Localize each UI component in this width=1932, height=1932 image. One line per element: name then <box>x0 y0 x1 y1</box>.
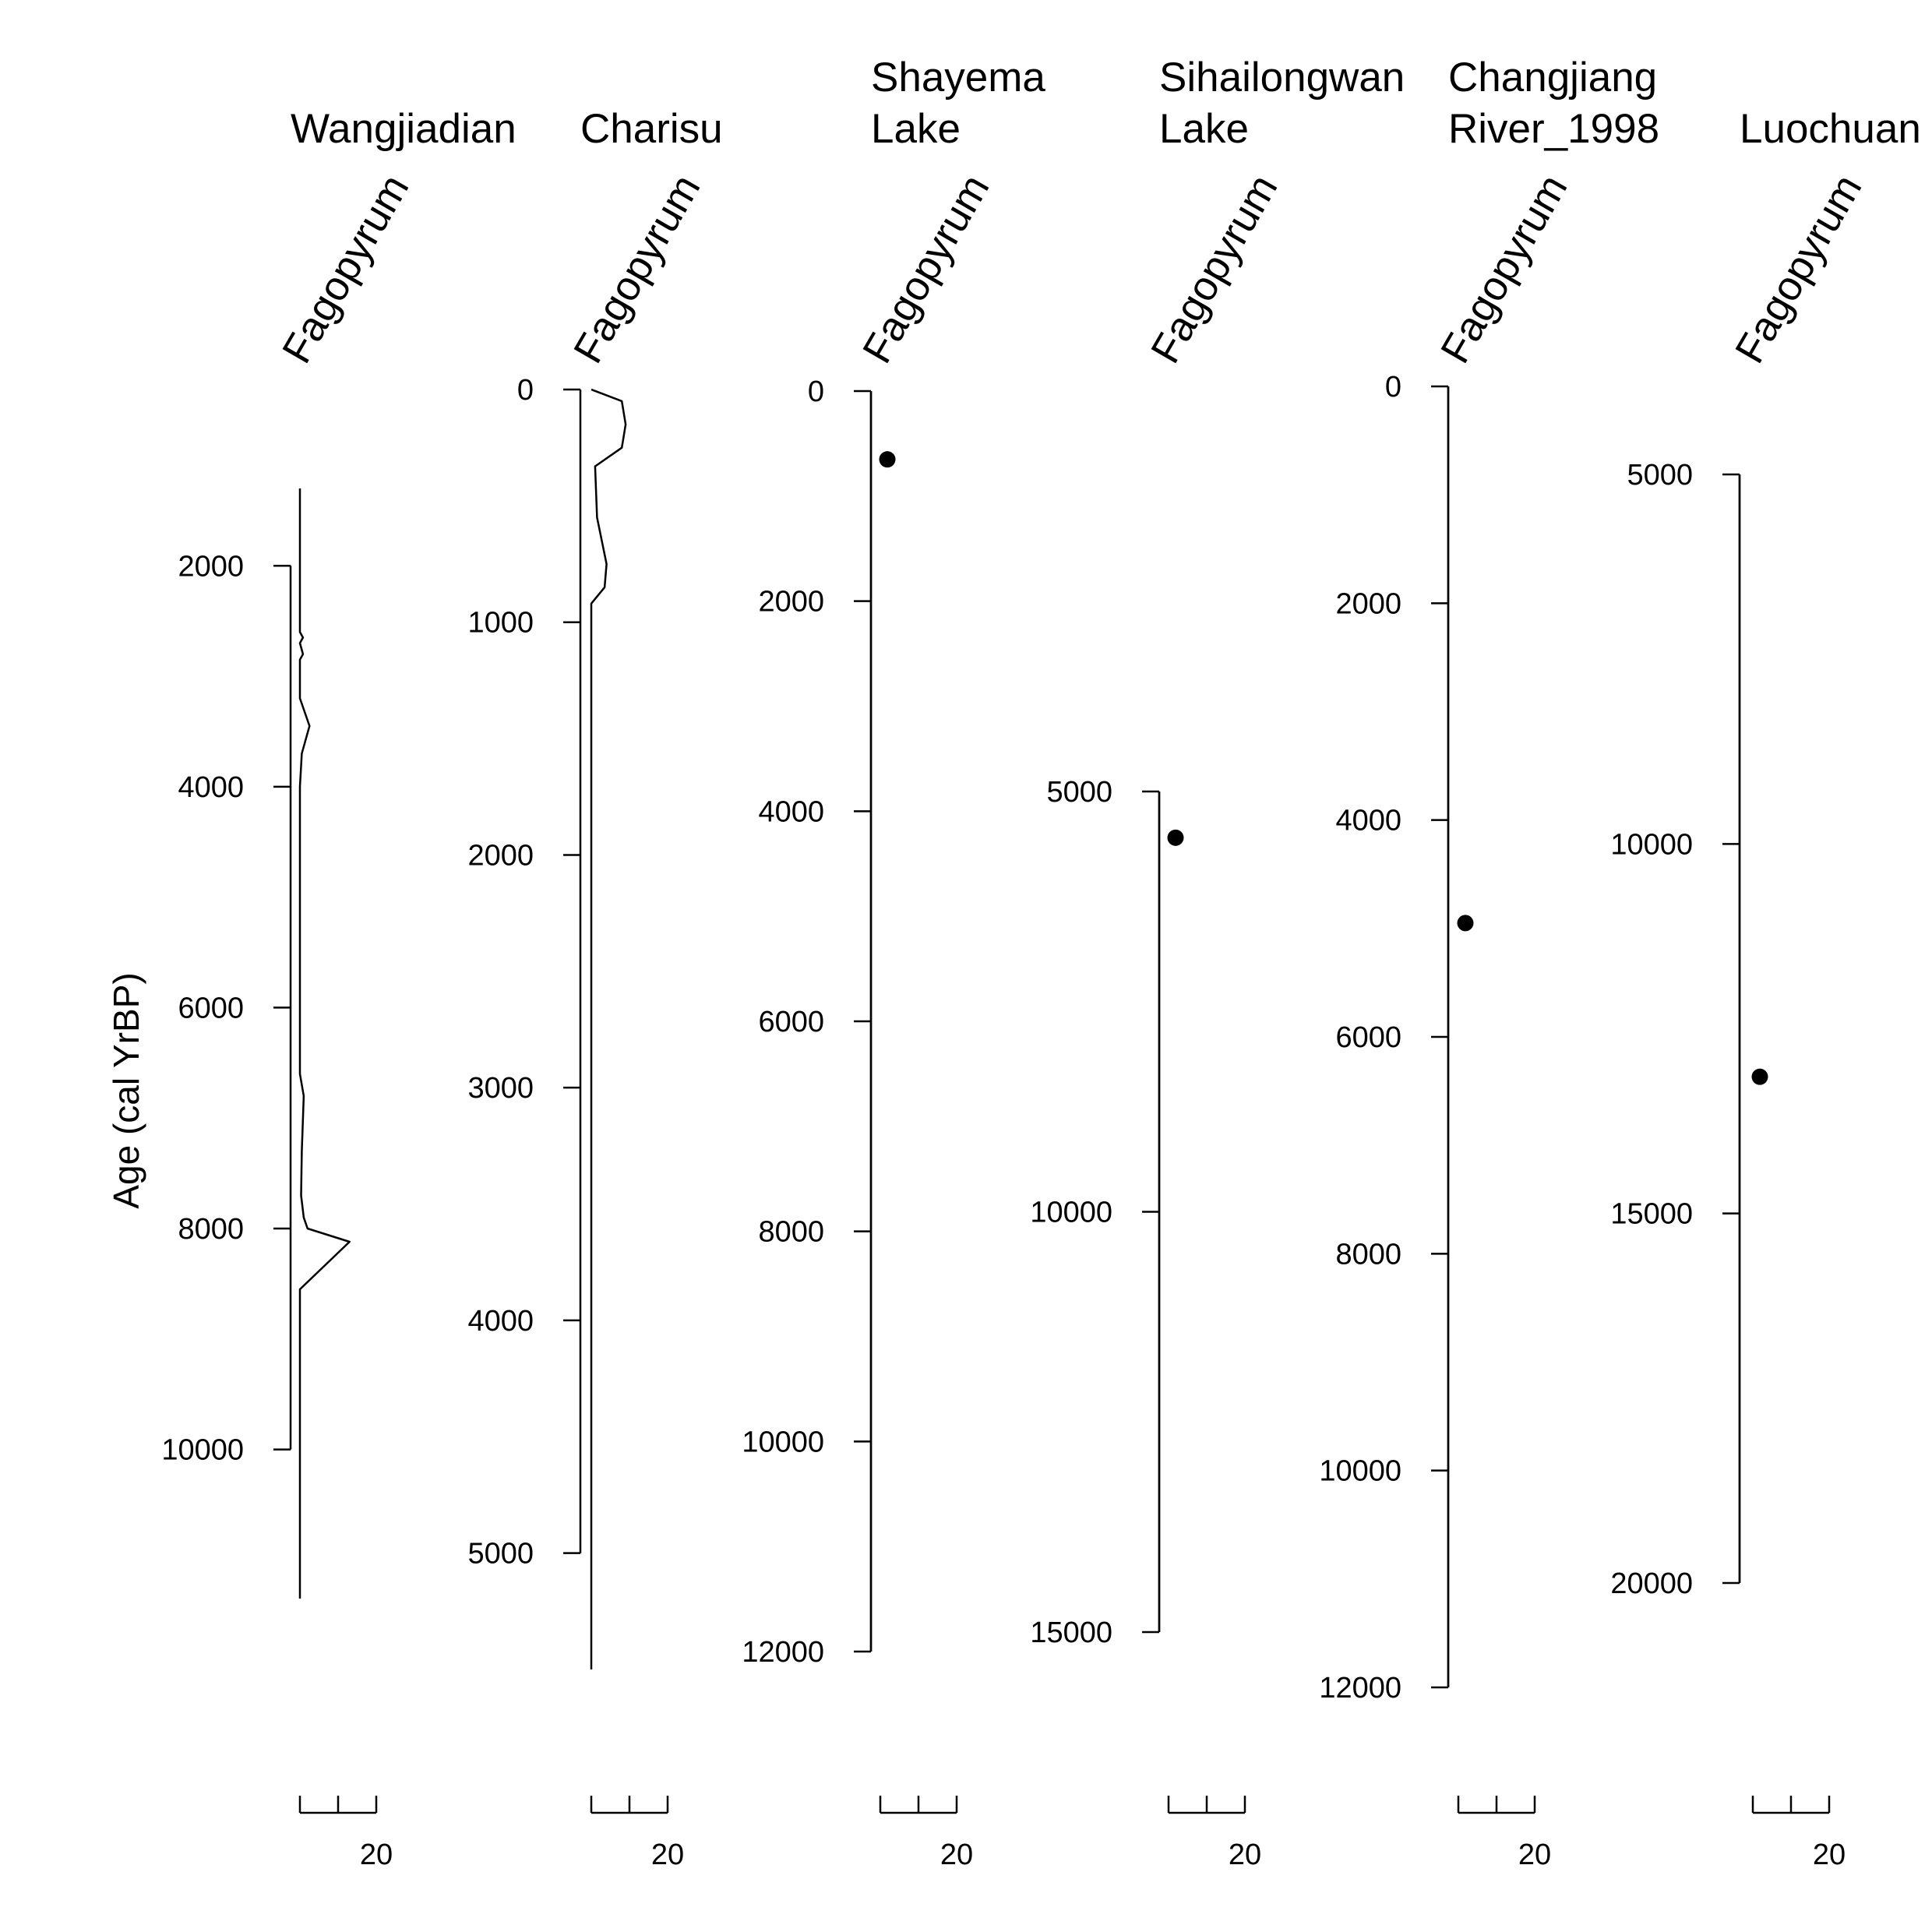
y-tick-label: 4000 <box>178 771 244 804</box>
y-tick-label: 2000 <box>758 586 824 619</box>
y-tick-label: 2000 <box>467 839 534 872</box>
y-tick-label: 5000 <box>1046 776 1112 809</box>
data-point <box>879 451 896 468</box>
x-tick-label: 20 <box>1518 1839 1551 1871</box>
y-tick-label: 8000 <box>178 1213 244 1246</box>
y-tick-label: 10000 <box>161 1434 244 1467</box>
y-tick-label: 1000 <box>467 607 534 640</box>
x-tick-label: 20 <box>360 1839 393 1871</box>
series-line <box>590 388 627 1669</box>
x-tick-label: 20 <box>1813 1839 1846 1871</box>
y-axis-label: Age (cal YrBP) <box>106 972 146 1208</box>
site-title-line: Lake <box>871 106 961 152</box>
y-tick-label: 12000 <box>742 1636 824 1669</box>
y-tick-label: 0 <box>517 374 534 407</box>
panel-shayema-lake: Shayema Lake Fagopyrum 0 2000 4000 6000 8000 100… <box>742 55 1045 1871</box>
y-tick-label: 0 <box>1385 371 1401 404</box>
panel-changjiang-river-1998: Changjiang River_1998 Fagopyrum 0 2000 4000 60… <box>1319 55 1659 1871</box>
y-tick-label: 4000 <box>758 795 824 828</box>
y-tick-label: 10000 <box>1610 828 1693 861</box>
panel-charisu: Charisu Fagopyrum 0 1000 2000 3000 4000 5000 20 <box>467 106 722 1871</box>
y-tick-label: 6000 <box>1335 1021 1401 1054</box>
x-tick-label: 20 <box>1229 1839 1261 1871</box>
y-tick-label: 10000 <box>1319 1455 1401 1488</box>
taxon-label: Fagopyrum <box>1432 167 1576 371</box>
y-tick-label: 4000 <box>1335 805 1401 837</box>
y-tick-label: 2000 <box>1335 587 1401 620</box>
y-tick-label: 20000 <box>1610 1567 1693 1600</box>
taxon-label: Fagopyrum <box>565 167 709 371</box>
y-tick-label: 3000 <box>467 1072 534 1105</box>
site-title-line: Charisu <box>580 106 723 152</box>
panel-sihailongwan-lake: Sihailongwan Lake Fagopyrum 5000 10000 15000 2… <box>1030 55 1405 1871</box>
site-title-line: Shayema <box>871 55 1045 100</box>
y-tick-label: 6000 <box>178 992 244 1024</box>
taxon-label: Fagopyrum <box>854 167 998 371</box>
taxon-label: Fagopyrum <box>1726 167 1870 371</box>
y-tick-label: 10000 <box>1030 1197 1112 1229</box>
site-title-line: Changjiang <box>1448 55 1657 100</box>
y-tick-label: 5000 <box>1627 459 1693 492</box>
y-tick-label: 8000 <box>1335 1238 1401 1271</box>
y-tick-label: 12000 <box>1319 1672 1401 1705</box>
data-point <box>1751 1068 1768 1085</box>
x-tick-label: 20 <box>940 1839 973 1871</box>
y-tick-label: 8000 <box>758 1216 824 1249</box>
panel-luochuan: Luochuan Fagopyrum 5000 10000 15000 20000 20 <box>1610 106 1921 1871</box>
data-point <box>1457 915 1474 932</box>
site-title-line: Wangjiadian <box>291 106 516 152</box>
data-point <box>1167 829 1184 846</box>
site-title-line: River_1998 <box>1448 106 1659 152</box>
y-tick-label: 5000 <box>467 1538 534 1571</box>
taxon-label: Fagopyrum <box>273 167 418 371</box>
y-tick-label: 2000 <box>178 550 244 583</box>
panel-wangjiadian: Wangjiadian Fagopyrum 2000 4000 6000 8000 1000… <box>161 106 516 1871</box>
taxon-label: Fagopyrum <box>1142 167 1286 371</box>
y-tick-label: 6000 <box>758 1006 824 1038</box>
y-tick-label: 15000 <box>1610 1198 1693 1231</box>
y-tick-label: 0 <box>808 375 824 408</box>
y-tick-label: 10000 <box>742 1426 824 1458</box>
series-line <box>298 488 351 1599</box>
y-tick-label: 15000 <box>1030 1616 1112 1649</box>
site-title-line: Sihailongwan <box>1159 55 1405 100</box>
y-tick-label: 4000 <box>467 1305 534 1338</box>
x-tick-label: 20 <box>651 1839 684 1871</box>
site-title-line: Luochuan <box>1740 106 1921 152</box>
site-title-line: Lake <box>1159 106 1249 152</box>
